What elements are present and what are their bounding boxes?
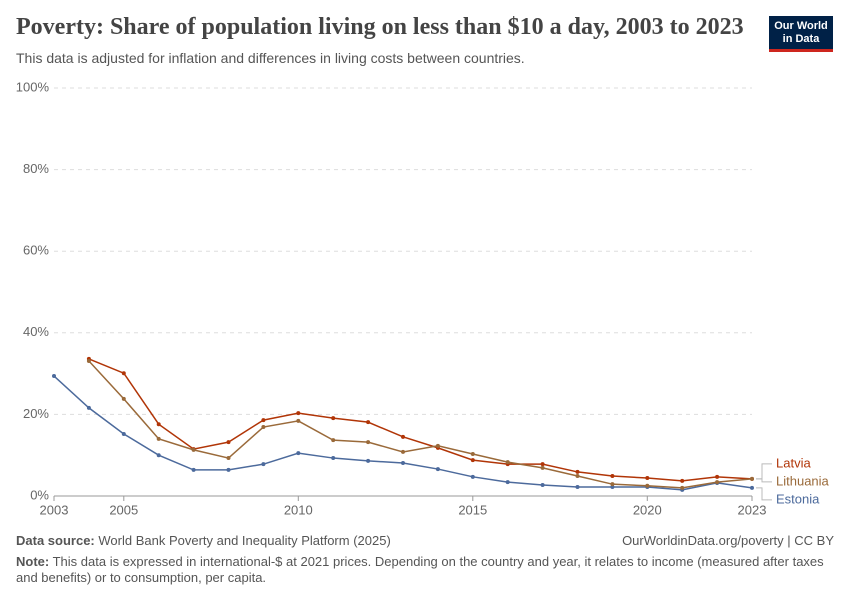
data-point [610,482,615,487]
data-point [575,485,580,490]
x-tick-label: 2020 [633,502,662,517]
y-tick-label: 80% [23,161,49,176]
data-point [750,485,754,490]
series-line [53,375,753,491]
data-point [435,443,440,448]
legend-connector [756,487,772,501]
y-tick-label: 0% [30,487,49,502]
legend-label: Latvia [776,455,811,470]
x-tick-label: 2005 [109,502,138,517]
data-point [505,480,510,485]
x-tick-label: 2023 [738,502,767,517]
data-point [121,371,126,376]
data-point [261,425,266,430]
data-point [226,440,231,445]
y-tick-label: 60% [23,243,49,258]
data-point [296,418,301,423]
source: World Bank Poverty and Inequality Platfo… [98,533,391,548]
data-point [86,358,91,363]
note-label: Note: [16,554,50,569]
data-point [540,462,545,467]
data-point [645,476,650,481]
note-text: This data is expressed in international-… [16,554,824,585]
logo-line: Our World [774,20,828,32]
legend-connector [756,463,772,480]
data-point [226,456,231,461]
data-point [191,447,196,452]
logo-line: in Data [782,33,820,45]
legend-connector [756,478,772,483]
y-tick-label: 100% [16,79,50,94]
footer: Data source: World Bank Poverty and Ineq… [16,533,834,548]
data-point [470,451,475,456]
data-point [191,467,196,472]
data-point [261,462,266,467]
data-point [366,440,371,445]
legend-label: Lithuania [776,473,830,488]
data-point [121,431,126,436]
data-point [366,420,371,425]
data-point [52,374,56,379]
y-tick-label: 40% [23,324,49,339]
chart-subtitle: This data is adjusted for inflation and … [16,50,525,66]
source-label: Data source: [16,533,95,548]
data-point [610,474,615,479]
data-point [470,474,475,479]
logo[interactable]: Our World in Data [769,16,833,52]
data-point [401,434,405,439]
data-point [540,465,545,470]
legend-label: Estonia [776,491,820,506]
license-link[interactable]: OurWorldinData.org/poverty | CC BY [622,533,834,548]
data-point [401,460,405,465]
data-point [331,456,336,461]
data-point [401,449,405,454]
data-point [575,469,580,474]
chart: 0% 20% 40% 60% 80% 100% 2003 2005 2010 2015 2020 20… [16,79,830,517]
note: Note: This data is expressed in internat… [16,554,826,586]
data-point [575,474,580,479]
data-point [331,438,336,443]
data-point [86,405,91,410]
series-line [88,360,753,489]
data-point [121,396,126,401]
y-tick-label: 20% [23,406,49,421]
data-point [715,480,720,485]
data-point [470,458,475,463]
data-point [366,458,371,463]
data-point [435,467,440,472]
data-point [156,453,161,458]
data-point [505,460,510,465]
data-point [156,422,161,427]
data-point [540,482,545,487]
chart-title: Poverty: Share of population living on l… [16,14,744,40]
data-point [645,483,650,488]
x-tick-label: 2003 [40,502,69,517]
data-point [680,478,685,483]
data-point [331,416,336,421]
data-point [680,485,685,490]
x-tick-label: 2010 [284,502,313,517]
data-point [296,411,301,416]
data-point [261,418,266,423]
data-point [715,474,720,479]
series-line [88,358,753,482]
data-point [296,451,301,456]
data-point [750,476,754,481]
data-point [610,485,615,490]
data-point [156,436,161,441]
x-tick-label: 2015 [458,502,487,517]
data-point [226,467,231,472]
